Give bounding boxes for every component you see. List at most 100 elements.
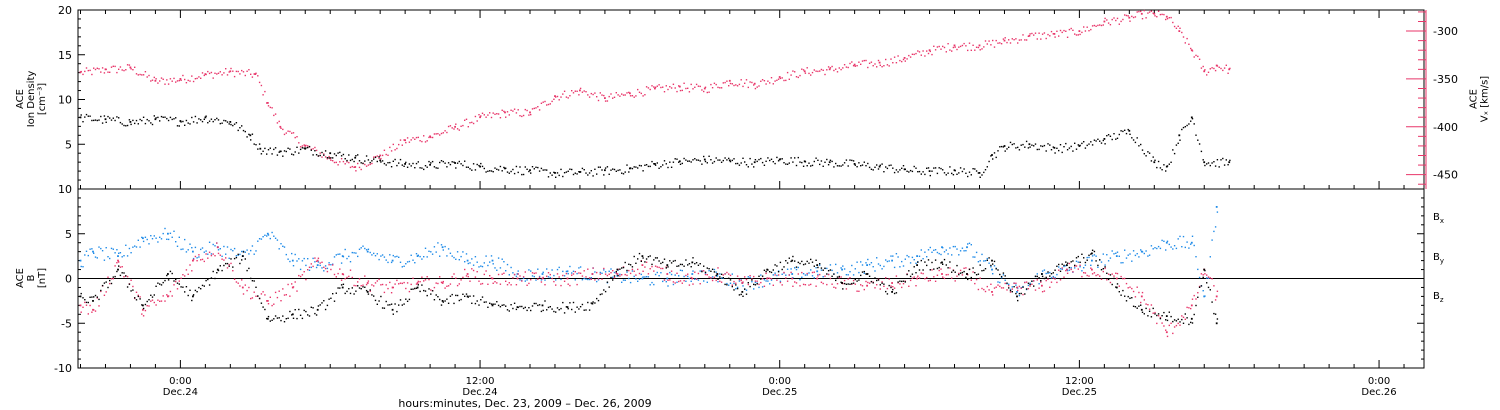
- data-point: [565, 96, 568, 98]
- data-point: [1072, 271, 1074, 273]
- data-point: [931, 53, 933, 56]
- data-point: [588, 277, 591, 279]
- data-point: [747, 276, 749, 278]
- data-point: [374, 156, 377, 159]
- data-point: [540, 281, 543, 283]
- data-point: [326, 267, 329, 270]
- data-point: [453, 128, 455, 130]
- data-point: [123, 124, 125, 127]
- data-point: [596, 297, 598, 300]
- data-point: [719, 276, 721, 278]
- data-point: [323, 266, 325, 268]
- data-point: [1125, 282, 1128, 285]
- data-point: [369, 251, 371, 254]
- data-point: [303, 144, 305, 146]
- series-value-point: [853, 163, 856, 165]
- data-point: [358, 248, 361, 250]
- data-point: [228, 265, 230, 267]
- data-point: [897, 281, 899, 283]
- data-point: [201, 258, 204, 261]
- data-point: [949, 166, 951, 168]
- data-point: [578, 94, 580, 96]
- data-point: [647, 87, 650, 89]
- data-point: [178, 283, 180, 285]
- data-point: [230, 67, 232, 70]
- data-point: [826, 69, 828, 71]
- series-value-point: [1165, 241, 1168, 244]
- data-point: [506, 309, 509, 311]
- data-point: [410, 139, 412, 141]
- data-point: [619, 95, 621, 97]
- data-point: [1111, 138, 1113, 141]
- data-point: [699, 283, 701, 285]
- data-point: [687, 275, 689, 278]
- series-value-point: [104, 118, 107, 121]
- data-point: [357, 162, 359, 165]
- data-point: [656, 257, 658, 259]
- series-value-point: [79, 259, 82, 262]
- data-point: [485, 255, 487, 257]
- data-point: [1054, 36, 1056, 38]
- data-point: [262, 291, 264, 293]
- data-point: [956, 248, 958, 250]
- data-point: [467, 262, 469, 265]
- data-point: [558, 174, 560, 177]
- data-point: [1198, 276, 1201, 279]
- data-point: [983, 46, 985, 48]
- data-point: [1154, 15, 1156, 17]
- data-point: [911, 170, 914, 173]
- data-point: [763, 285, 766, 287]
- data-point: [811, 71, 814, 74]
- data-point: [1200, 273, 1203, 275]
- data-point: [895, 62, 898, 64]
- data-point: [1120, 294, 1122, 296]
- data-point: [358, 278, 361, 280]
- data-point: [430, 293, 432, 295]
- data-point: [1116, 251, 1119, 253]
- data-point: [403, 281, 405, 284]
- data-point: [94, 256, 97, 258]
- data-point: [423, 135, 425, 137]
- data-point: [788, 274, 790, 276]
- data-point: [1138, 256, 1140, 258]
- data-point: [749, 276, 751, 279]
- data-point: [465, 166, 468, 168]
- data-point: [583, 277, 585, 280]
- data-point: [972, 267, 974, 269]
- data-point: [332, 160, 334, 162]
- data-point: [1175, 144, 1178, 146]
- data-point: [1138, 305, 1140, 307]
- data-point: [1090, 264, 1092, 266]
- data-point: [781, 284, 783, 286]
- data-point: [528, 170, 530, 173]
- data-point: [483, 114, 485, 116]
- data-point: [1150, 10, 1153, 12]
- data-point: [868, 166, 871, 169]
- data-point: [360, 288, 362, 290]
- data-point: [542, 101, 544, 103]
- data-point: [622, 173, 625, 175]
- data-point: [333, 256, 336, 258]
- data-point: [1161, 169, 1163, 171]
- data-point: [772, 161, 774, 163]
- data-point: [1104, 267, 1106, 270]
- data-point: [596, 173, 598, 175]
- data-point: [708, 155, 710, 157]
- data-point: [592, 175, 594, 177]
- data-point: [1083, 267, 1085, 269]
- data-point: [173, 280, 175, 282]
- data-point: [560, 96, 562, 98]
- data-point: [984, 260, 987, 262]
- data-point: [610, 93, 612, 95]
- data-point: [171, 118, 173, 121]
- data-point: [1043, 144, 1046, 147]
- data-point: [1186, 241, 1188, 243]
- data-point: [1202, 290, 1204, 292]
- data-point: [842, 67, 844, 69]
- data-point: [203, 74, 205, 77]
- data-point: [667, 88, 669, 91]
- data-point: [765, 160, 767, 162]
- data-point: [1090, 28, 1092, 31]
- data-point: [758, 275, 760, 277]
- data-point: [1107, 273, 1110, 275]
